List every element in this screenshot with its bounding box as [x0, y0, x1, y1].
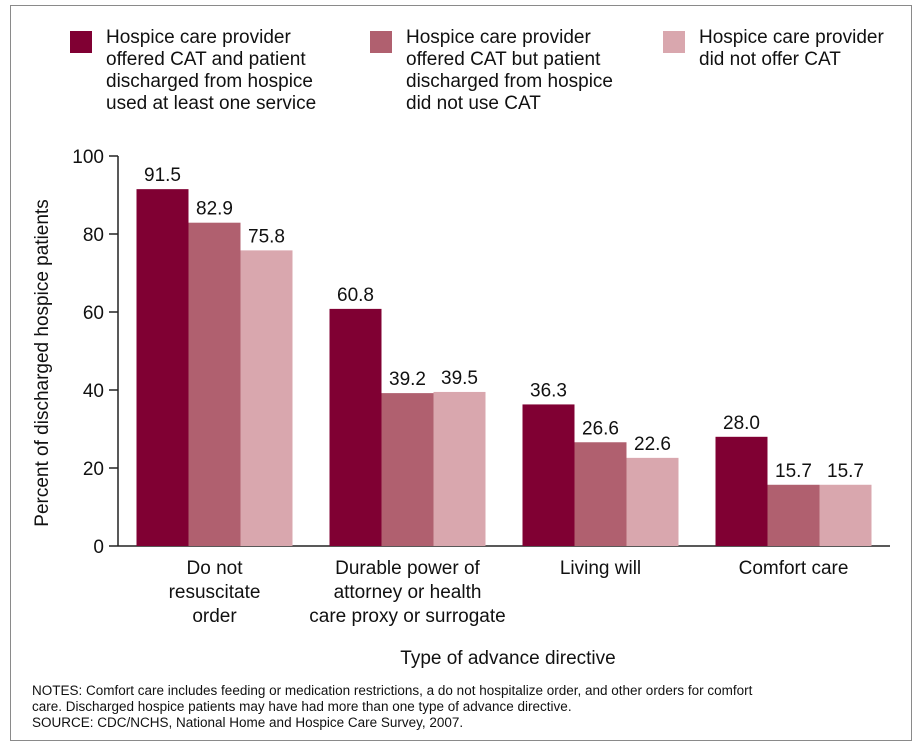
x-tick-label-line: Do not — [187, 558, 244, 579]
y-axis-title: Percent of discharged hospice patients — [32, 199, 53, 526]
y-tick-label: 80 — [83, 225, 104, 246]
bar-value-label: 60.8 — [337, 285, 374, 306]
bar-value-label: 91.5 — [144, 165, 181, 186]
legend-swatch-used-cat — [70, 31, 92, 53]
bar — [626, 457, 679, 546]
notes-line: care. Discharged hospice patients may ha… — [32, 699, 572, 714]
bar-value-label: 36.3 — [530, 380, 567, 401]
x-axis-title: Type of advance directive — [400, 648, 615, 669]
x-tick-label: Living will — [560, 558, 641, 579]
bar-value-label: 28.0 — [723, 413, 760, 434]
y-tick-label: 60 — [83, 303, 104, 324]
legend-label-did-not-offer-cat: Hospice care provider did not offer CAT — [699, 27, 884, 71]
bar-value-label: 22.6 — [634, 434, 671, 455]
bar — [329, 308, 382, 546]
legend-line: Hospice care provider — [699, 27, 884, 48]
bar-value-label: 39.2 — [389, 369, 426, 390]
y-tick-label: 0 — [93, 537, 104, 558]
bar — [433, 391, 486, 546]
notes: NOTES: Comfort care includes feeding or … — [32, 683, 892, 731]
bar — [381, 393, 434, 546]
bar-value-label: 15.7 — [827, 461, 864, 482]
bar — [574, 442, 627, 546]
x-tick-label-line: care proxy or surrogate — [309, 606, 505, 627]
legend-line: discharged from hospice — [106, 71, 313, 92]
bar-value-label: 15.7 — [775, 461, 812, 482]
legend-line: used at least one service — [106, 93, 317, 114]
legend-swatch-did-not-use-cat — [370, 31, 392, 53]
x-tick-label-line: Durable power of — [335, 558, 480, 579]
y-tick-label: 20 — [83, 459, 104, 480]
legend-item-did-not-offer-cat: Hospice care provider did not offer CAT — [663, 27, 884, 71]
bar-value-label: 26.6 — [582, 418, 619, 439]
legend-line: offered CAT and patient — [106, 49, 306, 70]
x-tick-label: Comfort care — [739, 558, 849, 579]
notes-line: NOTES: Comfort care includes feeding or … — [32, 683, 753, 698]
x-tick-label-line: resuscitate — [169, 582, 261, 603]
bar-value-label: 39.5 — [441, 368, 478, 389]
figure-frame — [10, 5, 912, 741]
bar — [715, 436, 768, 546]
x-tick-label-line: attorney or health — [334, 582, 482, 603]
legend-line: offered CAT but patient — [406, 49, 601, 70]
legend-line: Hospice care provider — [106, 27, 291, 48]
x-tick-label: Do not resuscitate order — [169, 558, 261, 627]
bar — [767, 484, 820, 546]
legend-item-used-cat: Hospice care provider offered CAT and pa… — [70, 27, 316, 115]
legend-swatch-did-not-offer-cat — [663, 31, 685, 53]
x-tick-label-line: Living will — [560, 558, 641, 579]
y-tick-label: 100 — [72, 147, 104, 168]
legend-line: did not use CAT — [406, 93, 541, 114]
bar — [819, 484, 872, 546]
source-line: SOURCE: CDC/NCHS, National Home and Hosp… — [32, 715, 464, 730]
legend-line: Hospice care provider — [406, 27, 591, 48]
bar — [136, 189, 189, 546]
x-tick-label-line: Comfort care — [739, 558, 849, 579]
legend-item-did-not-use-cat: Hospice care provider offered CAT but pa… — [370, 27, 613, 115]
bar-value-label: 82.9 — [196, 199, 233, 220]
y-tick-label: 40 — [83, 381, 104, 402]
legend-label-did-not-use-cat: Hospice care provider offered CAT but pa… — [406, 27, 613, 115]
legend-line: did not offer CAT — [699, 49, 841, 70]
bar-value-label: 75.8 — [248, 226, 285, 247]
bar — [522, 404, 575, 546]
legend-line: discharged from hospice — [406, 71, 613, 92]
bar — [240, 250, 293, 546]
x-tick-label: Durable power of attorney or health care p… — [309, 558, 505, 627]
bar — [188, 222, 241, 546]
x-tick-label-line: order — [192, 606, 237, 627]
legend-label-used-cat: Hospice care provider offered CAT and pa… — [106, 27, 316, 115]
